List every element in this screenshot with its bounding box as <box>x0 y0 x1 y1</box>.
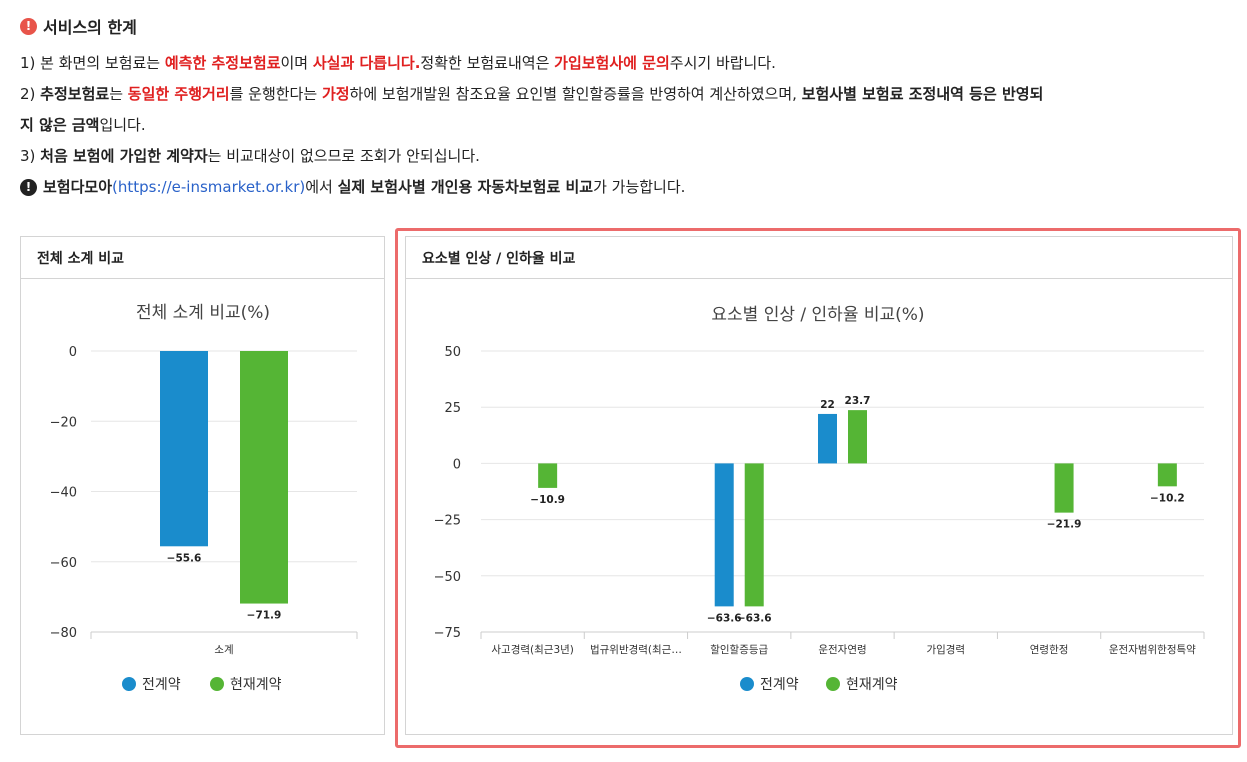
text: 입니다. <box>99 116 146 134</box>
data-label: −10.9 <box>530 494 565 506</box>
highlight-frame <box>395 228 1241 748</box>
alert-icon: ! <box>20 17 37 35</box>
legend-marker <box>210 677 224 691</box>
text: 를 운행한다는 <box>229 85 322 103</box>
chart-total-comparison: 전체 소계 비교(%) 0 −20 −40 −60 −80 소계 −55.6 −71.9 전계약 현… <box>50 303 358 693</box>
y-tick-label: 0 <box>69 345 77 360</box>
bar-prev <box>714 463 734 607</box>
panel-factor-comparison: 요소별 인상 / 인하율 비교 요소별 인상 / 인하율 비교(%) 50 25 0 −… <box>405 236 1233 735</box>
notice-line-4: ! 보험다모아(https://e-insmarket.or.kr)에서 실제 보… <box>20 172 1230 203</box>
emphasis: 사실과 다릅니다. <box>312 54 421 72</box>
text: 이며 <box>280 54 313 72</box>
notice-line-3: 3) 처음 보험에 가입한 계약자는 비교대상이 없으므로 조회가 안되십니다. <box>20 141 1230 172</box>
text: 는 <box>109 85 128 103</box>
bold-text: 처음 보험에 가입한 계약자 <box>40 147 208 165</box>
panel-total-comparison: 전체 소계 비교 전체 소계 비교(%) 0 −20 −40 −60 −80 소계 −55.6… <box>20 236 385 735</box>
notice-title-text: 서비스의 한계 <box>43 18 137 37</box>
data-label: 22 <box>820 399 835 411</box>
data-label: 23.7 <box>845 395 871 407</box>
y-tick-label: −40 <box>50 486 77 501</box>
x-tick-label: 사고경력(최근3년) <box>491 643 574 656</box>
y-tick-label: −80 <box>50 626 77 641</box>
panel-header: 전체 소계 비교 <box>21 237 384 279</box>
emphasis: 예측한 추정보험료 <box>164 54 281 72</box>
legend-marker <box>826 677 840 691</box>
bar-curr <box>240 351 288 604</box>
text: 2) <box>20 85 41 103</box>
y-tick-label: −20 <box>50 415 77 430</box>
alert-icon: ! <box>20 179 37 196</box>
text: 1) 본 화면의 보험료는 <box>20 54 165 72</box>
bold-text: 추정보험료 <box>40 85 110 103</box>
y-tick-label: −25 <box>434 514 461 529</box>
emphasis: 동일한 주행거리 <box>127 85 230 103</box>
bar-curr <box>1157 463 1177 487</box>
x-tick-label: 법규위반경력(최근… <box>590 643 682 656</box>
data-label: −63.6 <box>707 612 742 624</box>
text: 정확한 보험료내역은 <box>420 54 555 72</box>
text: 하에 보험개발원 참조요율 요인별 할인할증률을 반영하여 계산하였으며, <box>349 85 802 103</box>
legend-label: 현재계약 <box>846 677 898 693</box>
bold-text: 보험사별 보험료 조정내역 등은 반영되 <box>801 85 1044 103</box>
bar-curr <box>1054 463 1074 513</box>
legend-label: 현재계약 <box>230 677 282 693</box>
x-tick-label: 운전자연령 <box>818 644 866 656</box>
chart-factor-comparison: 요소별 인상 / 인하율 비교(%) 50 25 0 −25 −50 −75 사고경력(최근3… <box>434 305 1205 693</box>
panel-header: 요소별 인상 / 인하율 비교 <box>406 237 1232 279</box>
x-tick-label: 할인할증등급 <box>710 644 768 656</box>
text: 에서 <box>305 178 338 196</box>
y-tick-label: −75 <box>434 626 461 641</box>
legend-label: 전계약 <box>142 677 181 693</box>
bar-prev <box>818 413 837 464</box>
notice-title: ! 서비스의 한계 <box>20 14 1230 38</box>
chart-title: 요소별 인상 / 인하율 비교(%) <box>711 305 924 325</box>
data-label: −63.6 <box>737 612 772 624</box>
x-tick-label: 운전자범위한정특약 <box>1109 643 1196 656</box>
text: 는 비교대상이 없으므로 조회가 안되십니다. <box>207 147 480 165</box>
y-tick-label: 0 <box>453 457 461 472</box>
text: 가 가능합니다. <box>593 178 686 196</box>
notice-line-2: 2) 추정보험료는 동일한 주행거리를 운행한다는 가정하에 보험개발원 참조요… <box>20 79 1230 141</box>
legend-label: 전계약 <box>760 677 799 693</box>
y-tick-label: 50 <box>444 345 461 360</box>
bar-prev <box>160 351 208 547</box>
bar-curr <box>848 410 867 464</box>
x-tick-label: 가입경력 <box>926 643 965 656</box>
text: 주시기 바랍니다. <box>669 54 776 72</box>
y-tick-label: −60 <box>50 556 77 571</box>
data-label: −71.9 <box>247 610 282 622</box>
chart-title: 전체 소계 비교(%) <box>136 303 270 323</box>
emphasis: 가입보험사에 문의 <box>554 54 670 72</box>
data-label: −21.9 <box>1047 519 1082 531</box>
emphasis: 가정 <box>321 85 350 103</box>
bold-text: 실제 보험사별 개인용 자동차보험료 비교 <box>337 178 594 196</box>
bar-curr <box>538 463 558 488</box>
notice-line-1: 1) 본 화면의 보험료는 예측한 추정보험료이며 사실과 다릅니다.정확한 보… <box>20 48 1230 79</box>
insmarket-link[interactable]: (https://e-insmarket.or.kr) <box>112 178 306 196</box>
bar-curr <box>744 463 764 607</box>
legend-marker <box>122 677 136 691</box>
legend-marker <box>740 677 754 691</box>
y-tick-label: −50 <box>434 570 461 585</box>
service-notice: ! 서비스의 한계 1) 본 화면의 보험료는 예측한 추정보험료이며 사실과 … <box>20 10 1230 203</box>
data-label: −10.2 <box>1150 492 1185 504</box>
bold-text: 지 않은 금액 <box>20 116 100 134</box>
text: 3) <box>20 147 41 165</box>
y-tick-label: 25 <box>444 401 461 416</box>
bold-text: 보험다모아 <box>43 178 113 196</box>
x-tick-label: 연령한정 <box>1030 644 1069 656</box>
data-label: −55.6 <box>167 552 202 564</box>
x-tick-label: 소계 <box>214 644 233 656</box>
